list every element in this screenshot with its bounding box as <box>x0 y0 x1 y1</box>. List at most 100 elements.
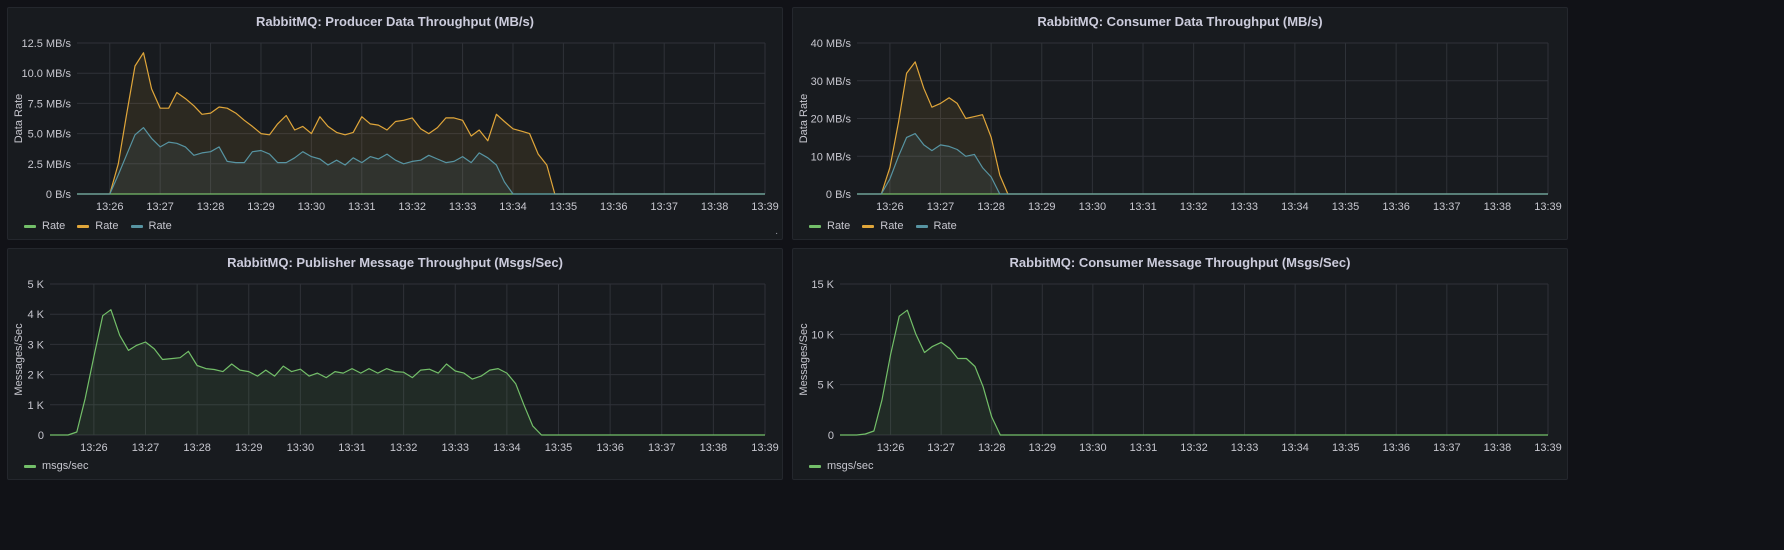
y-axis-label: Data Rate <box>798 94 810 144</box>
y-tick-label: 5 K <box>817 380 834 392</box>
publisher-message-chart: 0 1 K 2 K 3 K 4 K 5 K 13:26 13:27 13:28 13:29 13:3… <box>13 279 779 454</box>
legend: Rate Rate Rate <box>24 220 172 232</box>
x-tick-label: 13:37 <box>1433 201 1461 213</box>
legend-label: Rate <box>148 220 172 232</box>
y-tick-label: 10 K <box>811 329 834 341</box>
x-tick-label: 13:30 <box>1079 442 1107 454</box>
x-tick-label: 13:35 <box>550 201 578 213</box>
panel-title[interactable]: RabbitMQ: Consumer Data Throughput (MB/s… <box>1037 14 1323 29</box>
x-tick-label: 13:26 <box>80 442 108 454</box>
y-axis-label: Data Rate <box>13 94 25 144</box>
y-axis-label: Messages/Sec <box>798 323 810 396</box>
legend-swatch <box>130 224 143 228</box>
x-tick-label: 13:37 <box>648 442 676 454</box>
x-tick-label: 13:27 <box>927 442 955 454</box>
legend-item[interactable]: Rate <box>862 220 904 232</box>
x-tick-label: 13:30 <box>287 442 315 454</box>
y-tick-label: 1 K <box>27 400 44 412</box>
legend-item[interactable]: Rate <box>24 220 65 232</box>
x-tick-label: 13:38 <box>701 201 729 213</box>
legend-label: Rate <box>95 220 119 232</box>
legend-item[interactable]: Rate <box>809 220 850 232</box>
x-tick-label: 13:39 <box>751 442 779 454</box>
x-tick-label: 13:32 <box>1180 442 1208 454</box>
publisher-message-throughput-panel: RabbitMQ: Publisher Message Throughput (… <box>7 248 783 480</box>
series-line <box>50 309 765 436</box>
x-tick-label: 13:33 <box>1231 442 1259 454</box>
x-tick-label: 13:34 <box>1281 442 1309 454</box>
y-tick-label: 2.5 MB/s <box>28 159 72 171</box>
x-tick-label: 13:34 <box>1281 201 1309 213</box>
legend-swatch <box>24 464 36 468</box>
x-tick-label: 13:36 <box>1382 201 1410 213</box>
x-tick-label: 13:38 <box>1484 201 1512 213</box>
legend-swatch <box>862 224 875 228</box>
x-tick-label: 13:35 <box>1332 201 1360 213</box>
consumer-data-chart: 0 B/s 10 MB/s 20 MB/s 30 MB/s 40 MB/s 13:26 13… <box>798 38 1562 213</box>
y-tick-label: 10.0 MB/s <box>21 68 71 80</box>
x-tick-label: 13:35 <box>1332 442 1360 454</box>
resize-handle[interactable]: . <box>775 226 778 237</box>
x-tick-label: 13:38 <box>1484 442 1512 454</box>
y-tick-label: 0 <box>38 430 44 442</box>
legend-label: Rate <box>933 220 957 232</box>
producer-data-chart: 0 B/s 2.5 MB/s 5.0 MB/s 7.5 MB/s 10.0 MB/s 12… <box>13 38 779 213</box>
x-tick-label: 13:33 <box>441 442 469 454</box>
legend-label: Rate <box>880 220 904 232</box>
panel-title[interactable]: RabbitMQ: Producer Data Throughput (MB/s… <box>255 14 535 29</box>
x-tick-label: 13:31 <box>348 201 376 213</box>
series-area <box>857 61 1548 195</box>
x-tick-label: 13:27 <box>132 442 160 454</box>
x-tick-label: 13:35 <box>545 442 573 454</box>
x-tick-label: 13:29 <box>1028 201 1056 213</box>
series-area <box>840 310 1548 435</box>
legend: msgs/sec <box>809 460 873 472</box>
series-area <box>50 309 765 435</box>
legend-item[interactable]: msgs/sec <box>809 460 873 472</box>
x-tick-label: 13:33 <box>449 201 477 213</box>
legend-label: Rate <box>42 220 66 232</box>
consumer-data-throughput-panel: RabbitMQ: Consumer Data Throughput (MB/s… <box>792 7 1568 240</box>
series-area <box>857 133 1548 194</box>
legend-swatch <box>77 224 90 228</box>
series-line <box>77 127 765 195</box>
y-tick-label: 4 K <box>27 309 44 321</box>
x-tick-label: 13:31 <box>1130 442 1158 454</box>
series-area <box>77 52 765 195</box>
legend: Rate Rate Rate <box>809 220 957 232</box>
y-tick-label: 5 K <box>27 279 44 291</box>
x-tick-label: 13:28 <box>197 201 225 213</box>
y-tick-label: 0 B/s <box>826 189 852 201</box>
legend-swatch <box>24 224 36 228</box>
legend-item[interactable]: Rate <box>77 220 119 232</box>
x-tick-label: 13:28 <box>183 442 211 454</box>
panel-title[interactable]: RabbitMQ: Publisher Message Throughput (… <box>227 255 563 270</box>
x-tick-label: 13:39 <box>1534 201 1562 213</box>
x-tick-label: 13:32 <box>398 201 426 213</box>
legend-item[interactable]: Rate <box>915 220 957 232</box>
legend-item[interactable]: msgs/sec <box>24 460 88 472</box>
x-tick-label: 13:36 <box>600 201 628 213</box>
x-tick-label: 13:31 <box>338 442 366 454</box>
series-line <box>840 309 1548 436</box>
x-tick-label: 13:26 <box>876 201 904 213</box>
y-tick-label: 5.0 MB/s <box>28 129 72 141</box>
x-tick-label: 13:27 <box>927 201 955 213</box>
y-tick-label: 12.5 MB/s <box>21 38 71 50</box>
legend: msgs/sec <box>24 460 88 472</box>
x-tick-label: 13:36 <box>1383 442 1411 454</box>
panel-title[interactable]: RabbitMQ: Consumer Message Throughput (M… <box>1009 255 1351 270</box>
x-tick-label: 13:28 <box>977 201 1005 213</box>
x-tick-label: 13:38 <box>700 442 728 454</box>
legend-label: Rate <box>827 220 851 232</box>
x-tick-label: 13:29 <box>1029 442 1057 454</box>
y-tick-label: 10 MB/s <box>811 151 852 163</box>
y-tick-label: 3 K <box>27 339 44 351</box>
y-tick-label: 0 B/s <box>46 189 72 201</box>
x-tick-label: 13:29 <box>235 442 263 454</box>
series-line <box>857 133 1548 195</box>
legend-label: msgs/sec <box>42 460 89 472</box>
x-tick-label: 13:32 <box>1180 201 1208 213</box>
legend-item[interactable]: Rate <box>130 220 172 232</box>
x-tick-label: 13:29 <box>247 201 275 213</box>
